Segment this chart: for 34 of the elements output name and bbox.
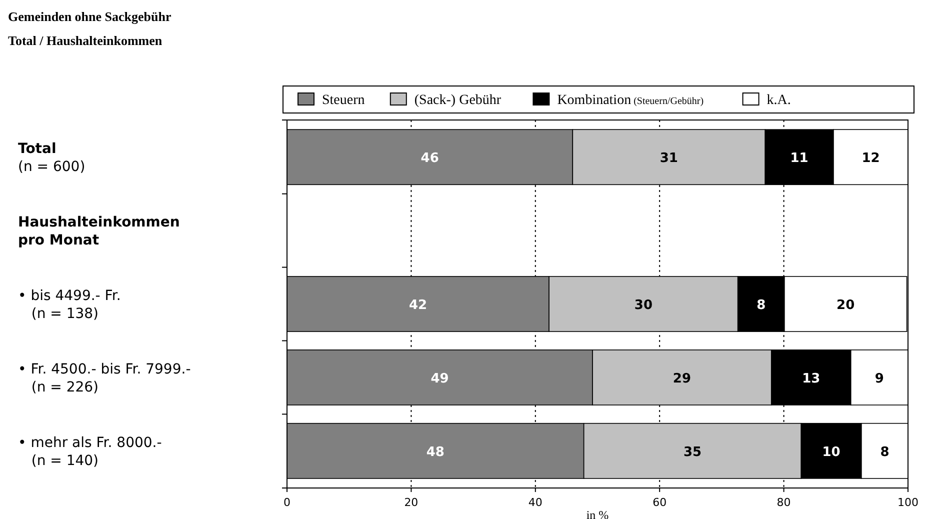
data-label: 12 [862,151,880,166]
legend-label: Steuern [322,93,365,108]
data-label: 10 [822,444,840,460]
x-axis-title: in % [586,508,609,519]
x-tick-label: 40 [528,496,542,509]
data-label: 20 [836,298,855,313]
data-label: 8 [880,444,890,460]
data-label: 11 [790,151,808,166]
y-tick-label: Total (n = 600) [18,141,86,176]
legend-label: (Sack-) Gebühr [414,93,502,108]
data-label: 48 [426,444,444,460]
data-label: 29 [672,371,692,386]
y-tick-label: Haushalteinkommen pro Monat [18,214,180,249]
y-tick-label: • Fr. 4500.- bis Fr. 7999.- (n = 226) [18,361,191,396]
x-tick-label: 80 [776,496,791,509]
x-tick-label: 20 [404,496,418,509]
x-tick-label: 0 [284,496,290,509]
data-label: 35 [683,444,702,460]
data-label: 9 [874,371,884,386]
y-tick-label: • mehr als Fr. 8000.- (n = 140) [18,434,162,469]
data-label: 49 [430,371,449,386]
data-label: 13 [802,371,820,386]
text: Gemeinden ohne Sackgebühr [8,9,172,24]
x-tick-label: 100 [898,496,918,509]
legend-label: Kombination (Steuern/Gebühr) [557,93,704,108]
data-label: 46 [420,151,439,166]
y-tick-label: • bis 4499.- Fr. (n = 138) [18,288,121,322]
legend-label: k.A. [766,93,791,108]
data-label: 8 [756,298,766,313]
x-tick-label: 60 [652,496,667,509]
text: Total / Haushalteinkommen [8,33,163,48]
data-label: 31 [660,151,678,166]
data-label: 42 [408,298,428,313]
data-label: 30 [634,298,652,313]
